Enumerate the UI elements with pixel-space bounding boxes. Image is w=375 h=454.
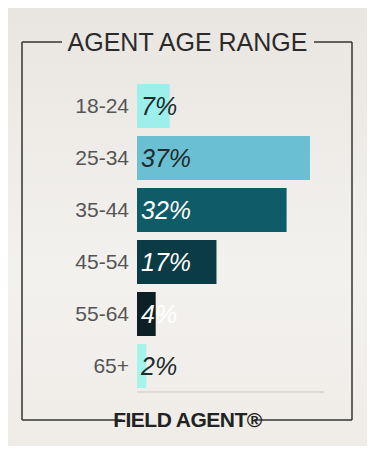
svg-text:65+: 65+ <box>93 354 129 377</box>
html-text:AGENT AGE RANGE: AGENT AGE RANGE <box>67 28 308 56</box>
svg-text:35-44: 35-44 <box>75 198 129 221</box>
svg-text:17%: 17% <box>141 248 191 276</box>
svg-text:55-64: 55-64 <box>75 302 129 325</box>
svg-text:45-54: 45-54 <box>75 250 129 273</box>
svg-text:25-34: 25-34 <box>75 146 129 169</box>
svg-text:18-24: 18-24 <box>75 94 129 117</box>
svg-text:32%: 32% <box>141 196 191 224</box>
svg-text:7%: 7% <box>141 92 177 120</box>
svg-text:37%: 37% <box>141 144 191 172</box>
svg-text:4%: 4% <box>141 300 177 328</box>
html-text:FIELD AGENT®: FIELD AGENT® <box>113 408 262 431</box>
svg-text:2%: 2% <box>140 352 177 380</box>
